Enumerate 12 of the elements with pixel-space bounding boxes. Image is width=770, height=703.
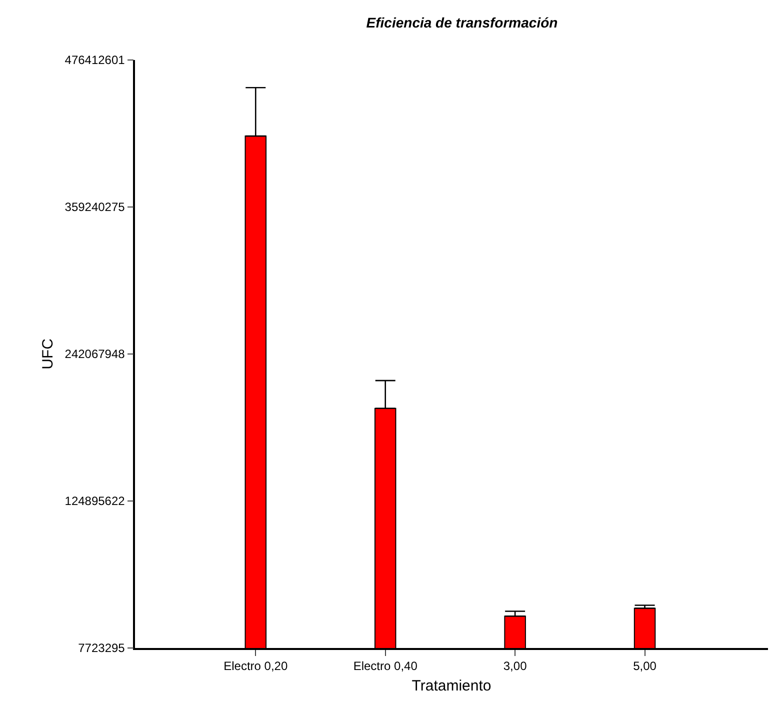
x-axis-title: Tratamiento	[412, 678, 492, 695]
y-tick-label: 7723295	[78, 641, 126, 656]
y-tick-label: 476412601	[64, 53, 126, 68]
y-axis-title: UFC	[40, 338, 57, 370]
chart-title: Eficiencia de transformación	[366, 14, 558, 30]
x-tick-label: Electro 0,40	[353, 659, 418, 674]
x-tick-label: 3,00	[503, 659, 528, 674]
y-tick-label: 359240275	[64, 200, 126, 214]
y-tick-label: 124895622	[64, 494, 126, 508]
x-tick-label: 5,00	[633, 659, 657, 674]
x-tick-label: Electro 0,20	[224, 659, 288, 674]
y-tick-label: 242067948	[64, 347, 126, 362]
